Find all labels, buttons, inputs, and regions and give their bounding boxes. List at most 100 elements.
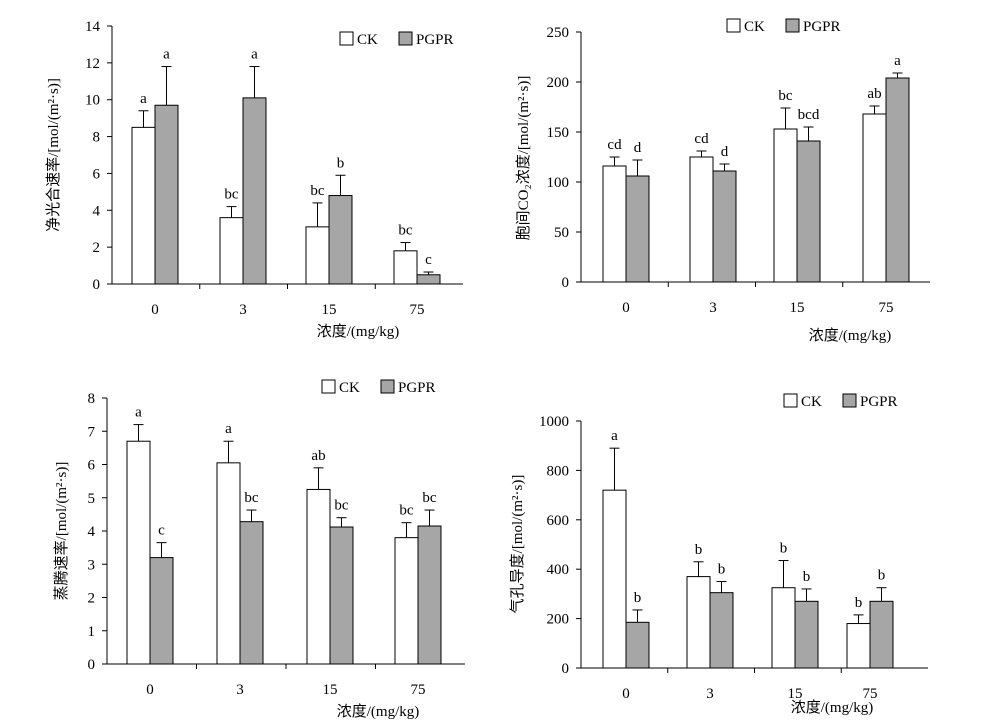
y-tick-label: 3 (88, 557, 96, 573)
bar-pgpr-75 (869, 600, 894, 669)
significance-label: bc (224, 187, 239, 203)
x-axis-title: 浓度/(mg/kg) (809, 327, 892, 344)
bar-ck-15 (306, 488, 331, 665)
y-tick-label: 14 (85, 19, 101, 35)
significance-label: b (780, 541, 788, 557)
legend-swatch-ck (339, 31, 354, 46)
bar-ck-75 (862, 113, 887, 283)
y-tick-label: 1 (88, 624, 96, 640)
legend: CK PGPR (726, 18, 841, 35)
significance-label: a (135, 405, 142, 421)
legend-swatch-pgpr (842, 393, 857, 408)
significance-label: bc (778, 88, 793, 104)
bar-ck-0 (131, 126, 156, 285)
legend-label-pgpr: PGPR (860, 394, 898, 410)
x-tick-label: 3 (236, 682, 244, 698)
bar-ck-75 (846, 623, 871, 669)
x-tick-label: 75 (411, 682, 426, 698)
x-tick-label: 15 (323, 682, 338, 698)
bar-ck-15 (773, 128, 798, 283)
x-tick-label: 75 (863, 686, 878, 702)
y-tick-label: 12 (85, 56, 100, 72)
y-tick-label: 6 (93, 166, 101, 182)
significance-label: ab (311, 448, 325, 464)
bar-pgpr-3 (239, 521, 264, 665)
x-axis-title: 浓度/(mg/kg) (791, 699, 874, 716)
y-tick-label: 0 (88, 657, 96, 673)
y-axis-title: 胞间CO₂浓度/[mol/(m²·s)] (515, 76, 532, 241)
significance-label: cd (694, 131, 709, 147)
significance-label: b (878, 568, 886, 584)
y-tick-label: 0 (93, 277, 101, 293)
legend-swatch-pgpr (380, 379, 395, 394)
y-tick-label: 0 (562, 661, 570, 677)
legend-swatch-pgpr (398, 31, 413, 46)
y-tick-label: 400 (547, 562, 570, 578)
y-tick-label: 8 (93, 130, 101, 146)
legend-swatch-pgpr (785, 18, 800, 33)
y-tick-label: 6 (88, 458, 96, 474)
y-tick-label: 0 (562, 275, 570, 291)
y-tick-label: 10 (85, 93, 100, 109)
x-tick-label: 3 (706, 686, 714, 702)
significance-label: bc (244, 490, 259, 506)
y-tick-label: 100 (547, 175, 570, 191)
bar-pgpr-15 (794, 600, 819, 669)
y-tick-label: 200 (547, 612, 570, 628)
y-tick-label: 7 (88, 424, 96, 440)
bar-ck-0 (602, 165, 627, 283)
legend-swatch-ck (321, 379, 336, 394)
bar-pgpr-15 (328, 195, 353, 285)
legend-label-ck: CK (339, 380, 360, 396)
significance-label: b (718, 562, 726, 578)
significance-label: bcd (798, 107, 820, 123)
y-tick-label: 800 (547, 463, 570, 479)
y-tick-label: 4 (93, 203, 101, 219)
significance-label: b (803, 569, 811, 585)
x-axis-title: 浓度/(mg/kg) (317, 323, 400, 340)
bar-ck-3 (686, 576, 711, 669)
bar-pgpr-15 (796, 140, 821, 283)
significance-label: a (611, 428, 618, 444)
legend-label-pgpr: PGPR (416, 32, 454, 48)
x-tick-label: 0 (622, 300, 630, 316)
significance-label: a (140, 91, 147, 107)
y-tick-label: 2 (88, 591, 96, 607)
y-tick-label: 1000 (539, 414, 569, 430)
significance-label: d (721, 144, 729, 160)
x-tick-label: 15 (790, 300, 805, 316)
significance-label: ab (867, 86, 881, 102)
bar-ck-0 (126, 440, 151, 665)
bar-ck-3 (689, 156, 714, 283)
significance-label: bc (310, 183, 325, 199)
significance-label: cd (607, 137, 622, 153)
x-tick-label: 15 (788, 686, 803, 702)
legend-label-pgpr: PGPR (398, 380, 436, 396)
legend: CK PGPR (321, 379, 436, 396)
bar-ck-3 (219, 217, 244, 285)
chart-panel-2: 0 50 100 150 200 250 0 3 15 75 cd cd bc ab d d bcd a CK PGP… (515, 18, 930, 344)
y-tick-label: 8 (88, 391, 96, 407)
x-tick-label: 0 (146, 682, 154, 698)
bar-pgpr-0 (625, 621, 650, 669)
legend-label-ck: CK (357, 32, 378, 48)
x-tick-label: 75 (879, 300, 894, 316)
x-tick-label: 3 (239, 302, 247, 318)
bar-pgpr-0 (149, 557, 174, 665)
legend-label-ck: CK (801, 394, 822, 410)
legend-swatch-ck (783, 393, 798, 408)
bar-pgpr-3 (712, 170, 737, 283)
bar-ck-75 (393, 250, 418, 285)
y-tick-label: 5 (88, 491, 96, 507)
y-axis-title: 净光合速率/[mol/(m²·s)] (45, 78, 62, 232)
significance-label: b (337, 155, 345, 171)
significance-label: a (225, 421, 232, 437)
legend-label-pgpr: PGPR (803, 19, 841, 35)
significance-label: c (158, 523, 165, 539)
significance-label: a (894, 53, 901, 69)
y-axis-title: 蒸腾速率/[mol/(m²·s)] (53, 462, 70, 601)
significance-label: bc (334, 498, 349, 514)
